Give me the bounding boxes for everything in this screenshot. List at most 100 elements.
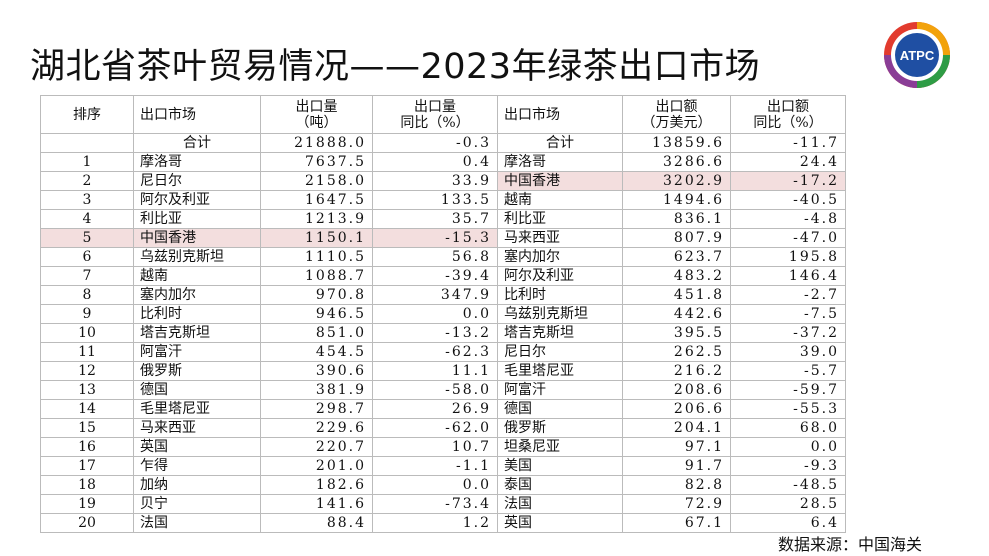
slide-title: 湖北省茶叶贸易情况——2023年绿茶出口市场 xyxy=(30,47,761,87)
table-cell: 乍得 xyxy=(133,456,261,476)
table-cell: -2.7 xyxy=(730,285,846,305)
table-cell: -62.0 xyxy=(372,418,498,438)
table-cell: 220.7 xyxy=(260,437,373,457)
table-cell: 俄罗斯 xyxy=(497,418,623,438)
table-cell: -9.3 xyxy=(730,456,846,476)
table-cell: 0.0 xyxy=(372,304,498,324)
table-cell: 摩洛哥 xyxy=(497,152,623,172)
header-row: 排序 出口市场 出口量 （吨） 出口量 同比（%） 出口市场 出口额 （万美元） 出口额 同比（%） xyxy=(40,95,846,134)
table-cell: 836.1 xyxy=(622,209,731,229)
table-cell: 10 xyxy=(40,323,134,343)
table-row: 14 毛里塔尼亚 298.7 26.9 德国 206.6 -55.3 xyxy=(40,399,846,419)
table-cell: 乌兹别克斯坦 xyxy=(497,304,623,324)
table-cell: 1150.1 xyxy=(260,228,373,248)
table-cell: 12 xyxy=(40,361,134,381)
header-text: （万美元） xyxy=(641,114,712,131)
table-cell: 141.6 xyxy=(260,494,373,514)
table-cell: 91.7 xyxy=(622,456,731,476)
table-cell: -73.4 xyxy=(372,494,498,514)
table-cell: 208.6 xyxy=(622,380,731,400)
table-row: 10 塔吉克斯坦 851.0 -13.2 塔吉克斯坦 395.5 -37.2 xyxy=(40,323,846,343)
header-text: （吨） xyxy=(295,114,338,131)
table-cell: 16 xyxy=(40,437,134,457)
header-cell: 出口量 （吨） xyxy=(260,95,373,134)
header-cell: 排序 xyxy=(40,95,134,134)
table-cell: 204.1 xyxy=(622,418,731,438)
table-cell: -13.2 xyxy=(372,323,498,343)
table-cell: 9 xyxy=(40,304,134,324)
table-cell: 11.1 xyxy=(372,361,498,381)
table-cell: -48.5 xyxy=(730,475,846,495)
table-cell: 442.6 xyxy=(622,304,731,324)
table-cell: 20 xyxy=(40,513,134,533)
table-cell: 俄罗斯 xyxy=(133,361,261,381)
table-cell: 坦桑尼亚 xyxy=(497,437,623,457)
table-cell: -5.7 xyxy=(730,361,846,381)
table-cell: 88.4 xyxy=(260,513,373,533)
logo-text: ATPC xyxy=(900,48,935,63)
table-row: 19 贝宁 141.6 -73.4 法国 72.9 28.5 xyxy=(40,494,846,514)
table-cell: 26.9 xyxy=(372,399,498,419)
table-cell: 加纳 xyxy=(133,475,261,495)
table-cell: 中国香港 xyxy=(133,228,261,248)
table-cell: 68.0 xyxy=(730,418,846,438)
table-cell: 中国香港 xyxy=(497,171,623,191)
table-cell: 德国 xyxy=(497,399,623,419)
table-row: 12 俄罗斯 390.6 11.1 毛里塔尼亚 216.2 -5.7 xyxy=(40,361,846,381)
logo: ATPC xyxy=(884,22,950,88)
table-cell: 塔吉克斯坦 xyxy=(133,323,261,343)
table-row: 5 中国香港 1150.1 -15.3 马来西亚 807.9 -47.0 xyxy=(40,228,846,248)
table-cell: 6.4 xyxy=(730,513,846,533)
table-cell: 英国 xyxy=(497,513,623,533)
header-text: 出口量 xyxy=(295,98,338,115)
table-cell: 946.5 xyxy=(260,304,373,324)
table-cell: 塔吉克斯坦 xyxy=(497,323,623,343)
table-cell: 利比亚 xyxy=(497,209,623,229)
table-cell: 尼日尔 xyxy=(497,342,623,362)
table-cell: 72.9 xyxy=(622,494,731,514)
table-cell: -55.3 xyxy=(730,399,846,419)
header-cell: 出口量 同比（%） xyxy=(372,95,498,134)
table-cell: 越南 xyxy=(133,266,261,286)
table-cell: -0.3 xyxy=(372,133,498,153)
table-cell: 19 xyxy=(40,494,134,514)
table-row: 9 比利时 946.5 0.0 乌兹别克斯坦 442.6 -7.5 xyxy=(40,304,846,324)
export-table: 排序 出口市场 出口量 （吨） 出口量 同比（%） 出口市场 出口额 （万美元） 出口额 同比（%）… xyxy=(40,95,846,533)
header-cell: 出口市场 xyxy=(133,95,261,134)
table-cell: 3 xyxy=(40,190,134,210)
table-cell: 206.6 xyxy=(622,399,731,419)
table-row: 13 德国 381.9 -58.0 阿富汗 208.6 -59.7 xyxy=(40,380,846,400)
table-cell: 英国 xyxy=(133,437,261,457)
header-text: 出口额 xyxy=(655,98,698,115)
table-cell: 1213.9 xyxy=(260,209,373,229)
table-cell: 347.9 xyxy=(372,285,498,305)
header-text: 出口市场 xyxy=(140,106,196,123)
table-cell: 39.0 xyxy=(730,342,846,362)
table-cell: -59.7 xyxy=(730,380,846,400)
table-row: 2 尼日尔 2158.0 33.9 中国香港 3202.9 -17.2 xyxy=(40,171,846,191)
table-cell: 1110.5 xyxy=(260,247,373,267)
table-cell: 德国 xyxy=(133,380,261,400)
table-cell: 97.1 xyxy=(622,437,731,457)
table-row: 1 摩洛哥 7637.5 0.4 摩洛哥 3286.6 24.4 xyxy=(40,152,846,172)
table-cell: 比利时 xyxy=(497,285,623,305)
header-cell: 出口市场 xyxy=(497,95,623,134)
table-cell: 381.9 xyxy=(260,380,373,400)
table-cell: -15.3 xyxy=(372,228,498,248)
table-cell: 摩洛哥 xyxy=(133,152,261,172)
table-cell: 5 xyxy=(40,228,134,248)
table-cell: 乌兹别克斯坦 xyxy=(133,247,261,267)
table-cell: 390.6 xyxy=(260,361,373,381)
table-row: 11 阿富汗 454.5 -62.3 尼日尔 262.5 39.0 xyxy=(40,342,846,362)
table-cell: 35.7 xyxy=(372,209,498,229)
table-row: 合计 21888.0 -0.3 合计 13859.6 -11.7 xyxy=(40,133,846,153)
table-cell: -4.8 xyxy=(730,209,846,229)
table-cell: 298.7 xyxy=(260,399,373,419)
table-cell: 216.2 xyxy=(622,361,731,381)
table-cell: 7 xyxy=(40,266,134,286)
table-cell: 623.7 xyxy=(622,247,731,267)
table-cell: 1494.6 xyxy=(622,190,731,210)
table-row: 16 英国 220.7 10.7 坦桑尼亚 97.1 0.0 xyxy=(40,437,846,457)
table-cell: -37.2 xyxy=(730,323,846,343)
